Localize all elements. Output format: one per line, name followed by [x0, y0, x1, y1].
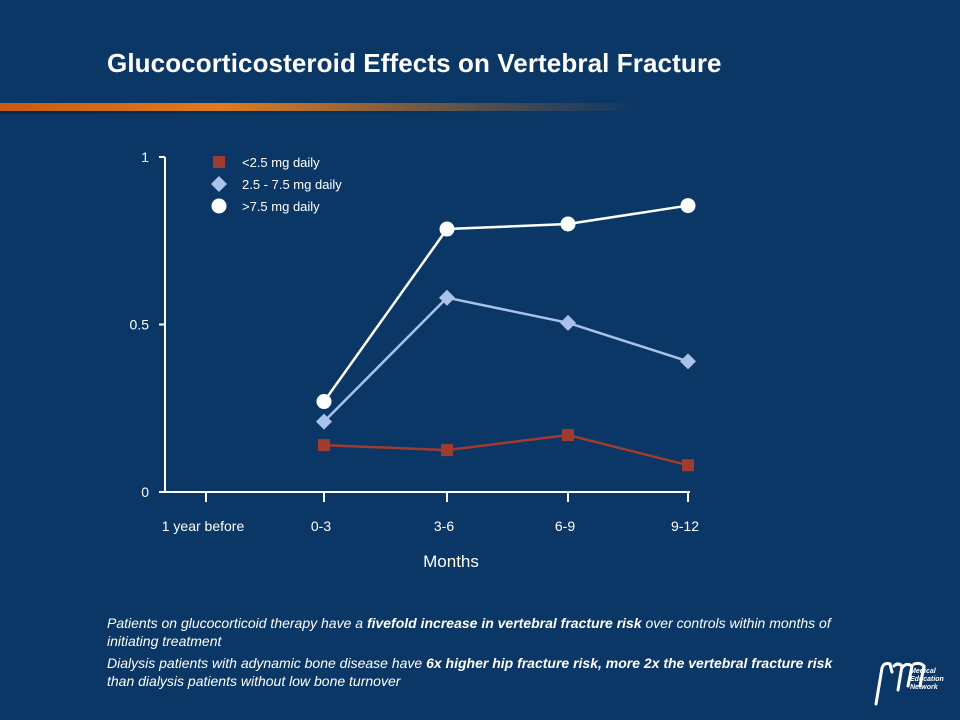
data-point-series-2 — [560, 314, 576, 331]
data-point-series-3 — [439, 221, 455, 237]
legend-label-1: <2.5 mg daily — [242, 155, 320, 170]
fracture-chart: 0 0.5 1 1 year before 0-3 3-6 6-9 9-12 Months <2.… — [130, 149, 700, 571]
legend-marker-3 — [211, 198, 227, 214]
slide-notes: Patients on glucocorticoid therapy have … — [107, 614, 847, 694]
y-tick-label: 1 — [141, 149, 149, 165]
x-tick-label: 6-9 — [555, 518, 575, 534]
legend-marker-1 — [213, 156, 225, 168]
x-tick-label: 0-3 — [311, 518, 331, 534]
data-point-series-2 — [316, 413, 332, 430]
data-point-series-1 — [441, 444, 453, 457]
logo-text: Medical Education Network — [910, 668, 944, 691]
x-tick-label: 3-6 — [434, 518, 454, 534]
note-1: Patients on glucocorticoid therapy have … — [107, 615, 831, 649]
series-line-2 — [323, 296, 689, 423]
x-tick-label: 1 year before — [162, 518, 245, 534]
y-tick-label: 0.5 — [130, 317, 150, 333]
data-point-series-1 — [562, 429, 574, 442]
legend-marker-2 — [211, 176, 227, 192]
slide-title: Glucocorticosteroid Effects on Vertebral… — [107, 48, 722, 78]
series-line-1 — [323, 433, 689, 467]
x-tick-label: 9-12 — [671, 518, 699, 534]
x-axis-label: Months — [423, 552, 479, 571]
data-point-series-3 — [560, 216, 576, 232]
title-underline-shadow — [0, 111, 560, 114]
note-2: Dialysis patients with adynamic bone dis… — [107, 655, 833, 689]
data-point-series-2 — [680, 353, 696, 370]
y-tick-label: 0 — [141, 484, 149, 500]
title-underline — [0, 103, 640, 111]
data-point-series-1 — [682, 459, 694, 472]
legend-label-2: 2.5 - 7.5 mg daily — [242, 177, 342, 192]
series-line-3 — [322, 204, 689, 403]
legend-label-3: >7.5 mg daily — [242, 199, 320, 214]
data-point-series-1 — [318, 439, 330, 452]
data-point-series-3 — [680, 198, 696, 214]
data-point-series-3 — [316, 394, 332, 410]
data-point-series-2 — [439, 289, 455, 306]
men-logo-icon — [874, 661, 926, 706]
